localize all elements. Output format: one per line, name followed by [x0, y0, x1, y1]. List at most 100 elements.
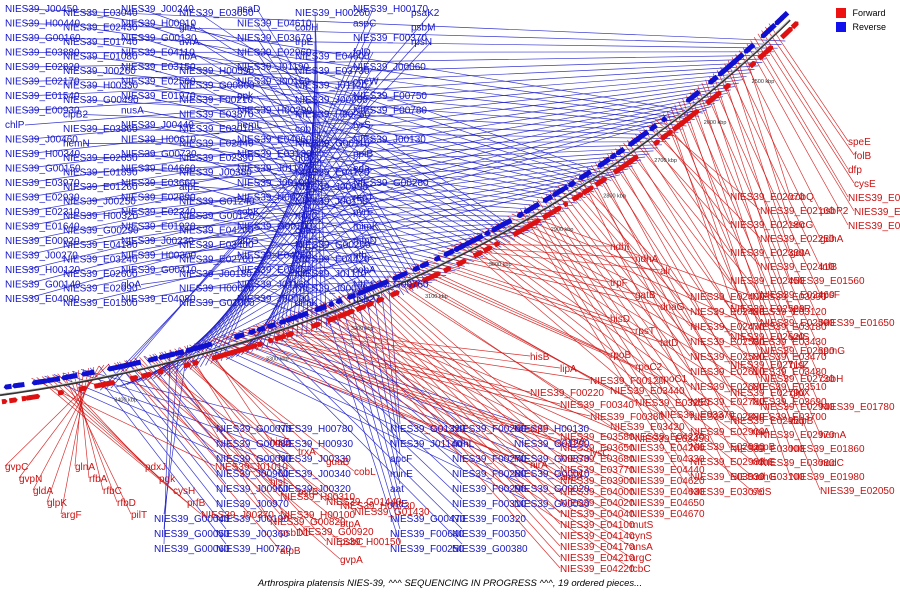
gene-label[interactable]: NIES39_H00170 — [353, 4, 428, 15]
gene-label[interactable]: NIES39_E01500 — [63, 298, 138, 309]
gene-label[interactable]: pgk — [159, 474, 176, 485]
gene-label[interactable]: gatB — [635, 290, 656, 301]
gene-label[interactable]: NIES39_E01650 — [820, 318, 895, 329]
gene-label[interactable]: NIES39_F00220 — [530, 388, 604, 399]
gene-label[interactable]: NIES39_J00270 — [5, 251, 78, 262]
gene-label[interactable]: hemN — [63, 139, 90, 150]
gene-label[interactable]: rpoC2 — [635, 362, 663, 373]
gene-label[interactable]: NIES39_E03420 — [610, 422, 685, 433]
gene-label[interactable]: NIES39_J00060 — [353, 62, 426, 73]
gene-label[interactable]: hisI — [270, 477, 286, 488]
gene-label[interactable]: psbP2 — [820, 206, 849, 217]
gene-label[interactable]: NIES39_J00970 — [216, 499, 289, 510]
gene-label[interactable]: NIES39_H00440 — [5, 19, 80, 30]
gene-label[interactable]: NIES39_H00100 — [280, 510, 355, 521]
gene-label[interactable]: psaK2 — [411, 8, 440, 19]
gene-label[interactable]: NIES39_H00340 — [5, 149, 80, 160]
gene-label[interactable]: NIES39_F00370 — [353, 33, 427, 44]
gene-label[interactable]: NIES39_E02450 — [730, 276, 805, 287]
gene-label[interactable]: NIES39_E04200 — [179, 226, 254, 237]
gene-label[interactable]: NIES39_E04120 — [295, 168, 370, 179]
gene-label[interactable]: NIES39_E03700 — [752, 412, 827, 423]
gene-label[interactable]: NIES39_E02430 — [63, 23, 138, 34]
gene-label[interactable]: ispF — [530, 424, 549, 435]
gene-label[interactable]: NIES39_J01110 — [295, 269, 367, 280]
gene-label[interactable]: NIES39_E02960 — [237, 48, 312, 59]
gene-label[interactable]: NIES39_E03370 — [660, 410, 735, 421]
gene-label[interactable]: NIES39_E03090 — [752, 292, 827, 303]
gene-label[interactable]: NIES39_G00010 — [514, 469, 590, 480]
gene-label[interactable]: NIES39_E04090 — [5, 294, 80, 305]
gene-label[interactable]: dfp — [848, 165, 862, 176]
gene-label[interactable]: ndhE — [752, 457, 776, 468]
gene-label[interactable]: NIES39_G00140 — [5, 280, 81, 291]
gene-label[interactable]: minC — [295, 211, 318, 222]
gene-label[interactable]: NIES39_G00290 — [63, 226, 139, 237]
gene-label[interactable]: NIES39_G00280 — [353, 178, 429, 189]
gene-label[interactable]: NIES39_E03730 — [295, 66, 370, 77]
gene-label[interactable]: NIES39_E02440 — [179, 139, 254, 150]
gene-label[interactable]: NIES39_J00150 — [295, 197, 368, 208]
gene-label[interactable]: NIES39_F00750 — [353, 91, 427, 102]
gene-label[interactable]: NIES39_E03460 — [237, 265, 312, 276]
gene-label[interactable]: NIES39_E04330 — [630, 454, 705, 465]
gene-label[interactable]: NIES39_F00340 — [560, 400, 634, 411]
gene-label[interactable]: NIES39_J00130 — [353, 135, 426, 146]
gene-label[interactable]: NIES39_H00250 — [295, 110, 370, 121]
gene-label[interactable]: ribA — [179, 52, 197, 63]
gene-label[interactable]: nadC — [820, 458, 844, 469]
gene-label[interactable]: lysC — [590, 448, 609, 459]
gene-label[interactable]: NIES39_G00080 — [216, 439, 292, 450]
gene-label[interactable]: hisG — [270, 437, 291, 448]
gene-label[interactable]: NIES39_F00640 — [390, 529, 464, 540]
gene-label[interactable]: NIES39_H00320 — [63, 211, 138, 222]
gene-label[interactable]: cysE — [854, 179, 876, 190]
gene-label[interactable]: NIES39_G01290 — [514, 439, 590, 450]
gene-label[interactable]: alr — [660, 266, 672, 277]
gene-label[interactable]: psbM — [411, 23, 435, 34]
gene-label[interactable]: NIES39_F00250 — [390, 544, 464, 555]
gene-label[interactable]: ndhA — [635, 254, 659, 265]
gene-label[interactable]: NIES39_J01010 — [215, 462, 288, 473]
gene-label[interactable]: psb27 — [353, 294, 381, 305]
gene-label[interactable]: rpsN — [411, 37, 432, 48]
gene-label[interactable]: NIES39_E03100 — [730, 472, 805, 483]
gene-label[interactable]: NIES39_G01440 — [326, 497, 402, 508]
gene-label[interactable]: NIES39_E03650 — [560, 443, 635, 454]
gene-label[interactable]: mInD — [353, 236, 377, 247]
gene-label[interactable]: NIES39_E01280 — [848, 221, 900, 232]
gene-label[interactable]: gltA — [179, 23, 197, 34]
gene-label[interactable]: NIES39_E01560 — [790, 276, 865, 287]
gene-label[interactable]: NIES39_H00150 — [326, 537, 401, 548]
gene-label[interactable]: NIES39_E04170 — [560, 542, 635, 553]
gene-label[interactable]: NIES39_E02620 — [730, 332, 805, 343]
gene-label[interactable]: NIES39_E03430 — [752, 337, 827, 348]
gene-label[interactable]: NIES39_J00440 — [121, 120, 194, 131]
gene-label[interactable]: NIES39_E04140 — [560, 531, 635, 542]
gene-label[interactable]: NIES39_G00090 — [216, 454, 292, 465]
gene-label[interactable]: trxA — [298, 447, 316, 458]
gene-label[interactable]: NIES39_E03000 — [730, 444, 805, 455]
gene-label[interactable]: cobH — [820, 374, 843, 385]
gene-label[interactable]: NIES39_G00870 — [514, 454, 590, 465]
gene-label[interactable]: rfbA — [89, 474, 108, 485]
gene-label[interactable]: NIES39_J00380 — [179, 168, 252, 179]
gene-label[interactable]: NIES39_E01740 — [63, 37, 138, 48]
gene-label[interactable]: gatA — [790, 248, 811, 259]
gene-label[interactable]: ndhL — [452, 439, 475, 450]
gene-label[interactable]: NIES39_E03010 — [179, 124, 254, 135]
gene-label[interactable]: minE — [390, 469, 413, 480]
gene-label[interactable]: NIES39_G00130 — [121, 33, 197, 44]
gene-label[interactable]: amiA — [560, 472, 583, 483]
gene-label[interactable]: NIES39_E04210 — [560, 553, 635, 564]
gene-label[interactable]: NIES39_E02730 — [760, 374, 835, 385]
gene-label[interactable]: NIES39_E04260 — [630, 443, 705, 454]
gene-label[interactable]: NIES39_G00060 — [154, 544, 230, 555]
gene-label[interactable]: NIES39_J00240 — [121, 4, 194, 15]
gene-label[interactable]: NIES39_E04630 — [630, 487, 705, 498]
gene-label[interactable]: NIES39_E02900 — [690, 427, 765, 438]
gene-label[interactable]: eda — [353, 164, 370, 175]
gene-label[interactable]: gvpN — [19, 474, 42, 485]
gene-label[interactable]: NIES39_E02400 — [690, 292, 765, 303]
gene-label[interactable]: NIES39_E02170 — [5, 77, 80, 88]
